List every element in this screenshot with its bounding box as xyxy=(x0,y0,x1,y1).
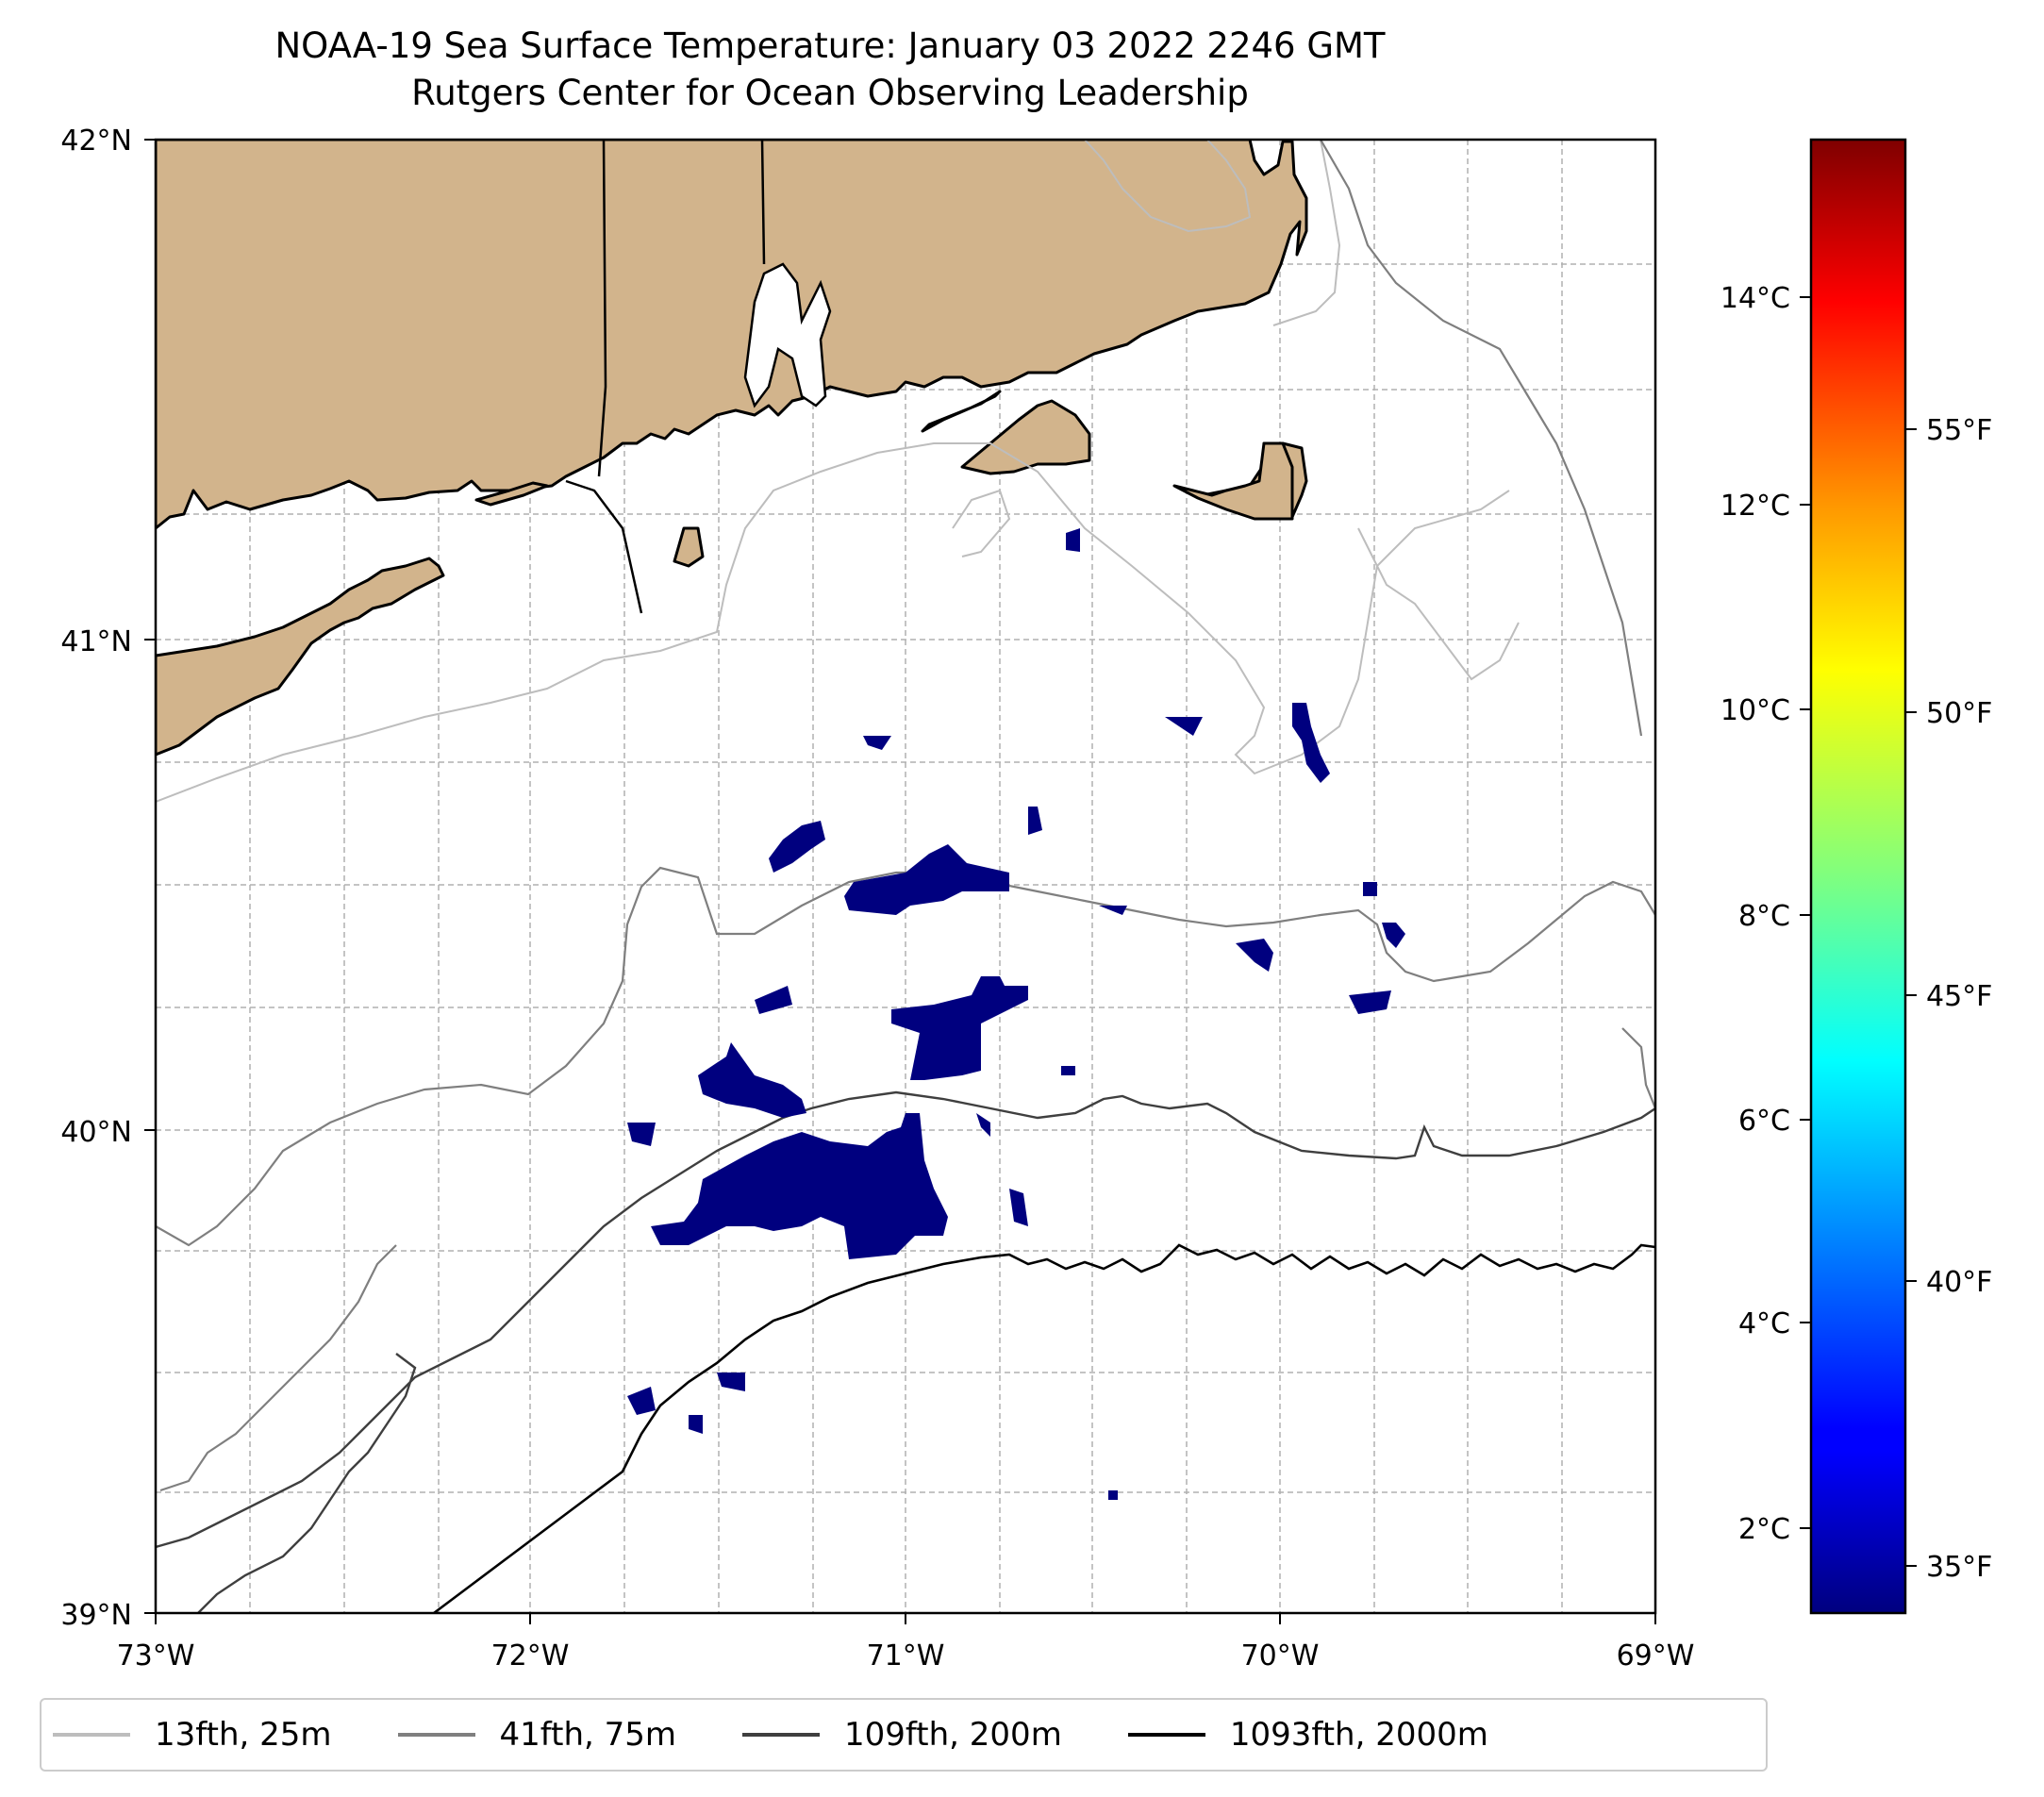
colorbar-f-label: 50°F xyxy=(1926,697,1992,730)
sst-patch xyxy=(717,1373,745,1391)
lat-label: 39°N xyxy=(60,1599,132,1632)
legend-label: 109fth, 200m xyxy=(844,1716,1062,1754)
lon-label: 69°W xyxy=(1617,1639,1695,1672)
colorbar-c-label: 12°C xyxy=(1720,490,1790,523)
lon-label: 71°W xyxy=(867,1639,945,1672)
mainland-ct-ri-ma xyxy=(156,140,1308,530)
sst-patch xyxy=(844,844,1009,915)
colorbar-c-label: 4°C xyxy=(1738,1307,1790,1340)
sst-patch xyxy=(1108,1490,1118,1500)
sst-patch xyxy=(689,1415,703,1434)
sst-patch xyxy=(1061,1066,1075,1075)
legend-label: 1093fth, 2000m xyxy=(1229,1716,1488,1754)
lat-label: 40°N xyxy=(60,1116,132,1149)
sst-patch xyxy=(1066,528,1080,552)
colorbar-f-label: 45°F xyxy=(1926,980,1992,1013)
lon-label: 70°W xyxy=(1241,1639,1320,1672)
sst-patch xyxy=(863,736,891,750)
lon-label: 73°W xyxy=(117,1639,195,1672)
colorbar-c-label: 10°C xyxy=(1720,694,1790,727)
legend-item: 1093fth, 2000m xyxy=(1127,1716,1488,1754)
legend-item: 13fth, 25m xyxy=(53,1716,332,1754)
sst-patch xyxy=(627,1123,656,1146)
sst-cold-patches xyxy=(627,528,1405,1500)
legend-label: 41fth, 75m xyxy=(499,1716,677,1754)
chart-subtitle: Rutgers Center for Ocean Observing Leade… xyxy=(411,73,1249,113)
sst-patch xyxy=(769,821,825,873)
isobath-25m xyxy=(156,140,1520,803)
axis-ticks xyxy=(144,139,1656,1624)
sst-patch xyxy=(1236,939,1273,972)
sst-patch xyxy=(1009,1189,1028,1226)
colorbar-f-label: 40°F xyxy=(1926,1266,1992,1299)
sst-patch xyxy=(1349,990,1391,1014)
sst-patch xyxy=(891,976,1028,1080)
sst-patch xyxy=(1165,717,1203,736)
sst-patch xyxy=(1363,882,1377,896)
lat-label: 41°N xyxy=(60,625,132,658)
sst-patch xyxy=(651,1113,948,1259)
sst-patch xyxy=(1382,923,1405,948)
isobath-200m xyxy=(156,1090,1655,1613)
long-island xyxy=(156,557,445,757)
sst-patch xyxy=(698,1042,806,1118)
colorbar-c-label: 2°C xyxy=(1738,1513,1790,1546)
colorbar: 14°C 12°C 10°C 8°C 6°C 4°C 2°C 55°F 50°F… xyxy=(1720,138,1992,1615)
legend-item: 109fth, 200m xyxy=(742,1716,1062,1754)
legend: 13fth, 25m 41fth, 75m 109fth, 200m 1093f… xyxy=(40,1698,1768,1772)
colorbar-c-label: 14°C xyxy=(1720,282,1790,315)
colorbar-c-label: 8°C xyxy=(1738,900,1790,933)
colorbar-gradient xyxy=(1809,138,1907,1615)
sst-patch xyxy=(627,1387,656,1415)
lon-label: 72°W xyxy=(491,1639,570,1672)
map-area xyxy=(156,140,1655,1613)
colorbar-f-label: 55°F xyxy=(1926,414,1992,447)
sst-patch xyxy=(1099,906,1127,915)
sst-patch xyxy=(755,986,792,1014)
legend-swatch xyxy=(397,1733,475,1737)
fishers-island xyxy=(474,481,549,507)
lat-label: 42°N xyxy=(60,125,132,158)
marthas-vineyard xyxy=(960,399,1091,475)
elizabeth-islands xyxy=(921,390,1002,433)
legend-item: 41fth, 75m xyxy=(397,1716,677,1754)
chart-title: NOAA-19 Sea Surface Temperature: January… xyxy=(274,25,1386,66)
isobath-2000m xyxy=(433,1243,1655,1613)
state-boundaries xyxy=(156,140,766,614)
colorbar-c-label: 6°C xyxy=(1738,1105,1790,1138)
legend-swatch xyxy=(53,1733,130,1737)
narragansett-bay xyxy=(743,262,832,408)
block-island xyxy=(673,526,705,568)
land xyxy=(156,140,1308,757)
sst-patch xyxy=(976,1113,990,1137)
legend-swatch xyxy=(742,1733,821,1737)
sst-patch xyxy=(1028,807,1042,835)
nantucket xyxy=(1172,441,1294,521)
legend-swatch xyxy=(1127,1733,1205,1737)
legend-label: 13fth, 25m xyxy=(155,1716,332,1754)
sst-patch xyxy=(1292,703,1330,783)
colorbar-f-label: 35°F xyxy=(1926,1551,1992,1584)
